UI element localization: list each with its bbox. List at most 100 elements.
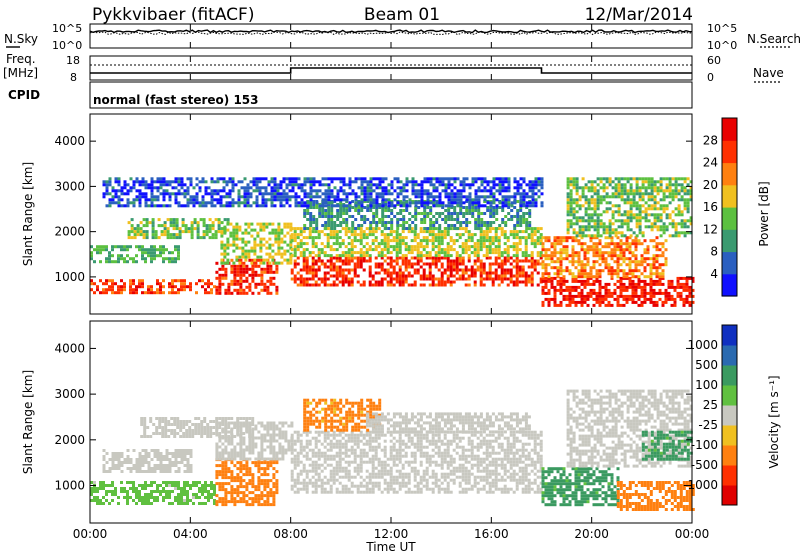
data-cell — [389, 251, 393, 255]
data-cell — [285, 183, 289, 187]
data-cell — [207, 291, 210, 295]
data-cell — [372, 189, 376, 193]
data-cell — [623, 192, 627, 196]
data-cell — [491, 242, 495, 246]
data-cell — [441, 212, 445, 215]
data-cell — [132, 490, 135, 493]
data-cell — [360, 201, 364, 205]
data-cell — [90, 282, 93, 286]
data-cell — [407, 271, 411, 275]
data-cell — [105, 288, 108, 292]
data-cell — [153, 291, 156, 295]
data-cell — [138, 285, 141, 289]
data-cell — [530, 256, 534, 260]
data-cell — [266, 288, 270, 292]
data-cell — [489, 186, 493, 190]
data-cell — [479, 265, 483, 269]
data-cell — [461, 233, 465, 237]
data-cell — [506, 271, 510, 275]
data-cell — [356, 251, 360, 255]
data-cell — [458, 233, 462, 237]
data-cell — [288, 177, 292, 181]
data-cell — [315, 192, 319, 196]
data-cell — [153, 496, 156, 499]
data-cell — [120, 464, 124, 467]
data-cell — [363, 215, 367, 218]
data-cell — [589, 269, 593, 273]
data-cell — [150, 201, 154, 205]
data-cell — [162, 189, 166, 193]
data-cell — [368, 259, 372, 263]
data-cell — [180, 177, 184, 181]
data-cell — [198, 189, 202, 193]
data-cell — [541, 275, 545, 279]
data-cell — [553, 251, 557, 255]
data-cell — [634, 266, 638, 270]
data-cell — [195, 291, 198, 295]
data-cell — [447, 215, 451, 218]
data-cell — [443, 283, 447, 287]
data-cell — [357, 177, 361, 181]
data-cell — [620, 219, 624, 223]
data-cell — [290, 236, 294, 240]
data-cell — [677, 177, 681, 181]
data-cell — [156, 455, 160, 458]
data-cell — [643, 279, 647, 283]
data-cell — [683, 180, 687, 184]
data-cell — [617, 213, 621, 217]
data-cell — [195, 183, 199, 187]
data-cell — [577, 269, 581, 273]
data-cell — [221, 473, 225, 477]
data-cell — [147, 285, 150, 289]
data-cell — [102, 180, 106, 184]
data-cell — [341, 227, 345, 231]
data-cell — [338, 256, 342, 260]
data-cell — [575, 219, 579, 223]
data-cell — [139, 227, 143, 231]
data-cell — [381, 218, 385, 221]
data-cell — [273, 198, 277, 202]
data-cell — [294, 201, 298, 205]
data-cell — [420, 201, 424, 205]
data-cell — [257, 282, 261, 286]
data-cell — [350, 254, 354, 258]
data-cell — [241, 255, 245, 259]
data-cell — [483, 186, 487, 190]
data-cell — [260, 482, 264, 486]
data-cell — [580, 279, 584, 283]
data-cell — [593, 225, 597, 229]
data-cell — [150, 254, 153, 258]
data-cell — [195, 481, 198, 484]
data-cell — [653, 180, 657, 184]
data-cell — [368, 280, 372, 284]
data-cell — [231, 177, 235, 181]
data-cell — [494, 268, 498, 272]
data-cell — [165, 248, 168, 252]
data-cell — [455, 259, 459, 263]
data-cell — [650, 177, 654, 181]
data-cell — [345, 206, 349, 209]
data-cell — [625, 272, 629, 276]
data-cell — [221, 264, 225, 268]
data-cell — [183, 183, 187, 187]
data-cell — [641, 231, 645, 235]
data-cell — [338, 274, 342, 278]
data-cell — [159, 285, 162, 289]
data-cell — [147, 204, 151, 208]
data-cell — [501, 198, 505, 202]
data-cell — [165, 192, 169, 196]
data-cell — [374, 230, 378, 234]
data-cell — [369, 186, 373, 190]
data-cell — [474, 189, 478, 193]
data-cell — [485, 254, 489, 258]
data-cell — [288, 183, 292, 187]
data-cell — [577, 254, 581, 258]
data-cell — [390, 209, 394, 212]
data-cell — [232, 231, 236, 235]
data-cell — [157, 224, 161, 228]
data-cell — [308, 236, 312, 240]
data-cell — [268, 231, 272, 235]
data-cell — [423, 180, 427, 184]
data-cell — [608, 225, 612, 229]
